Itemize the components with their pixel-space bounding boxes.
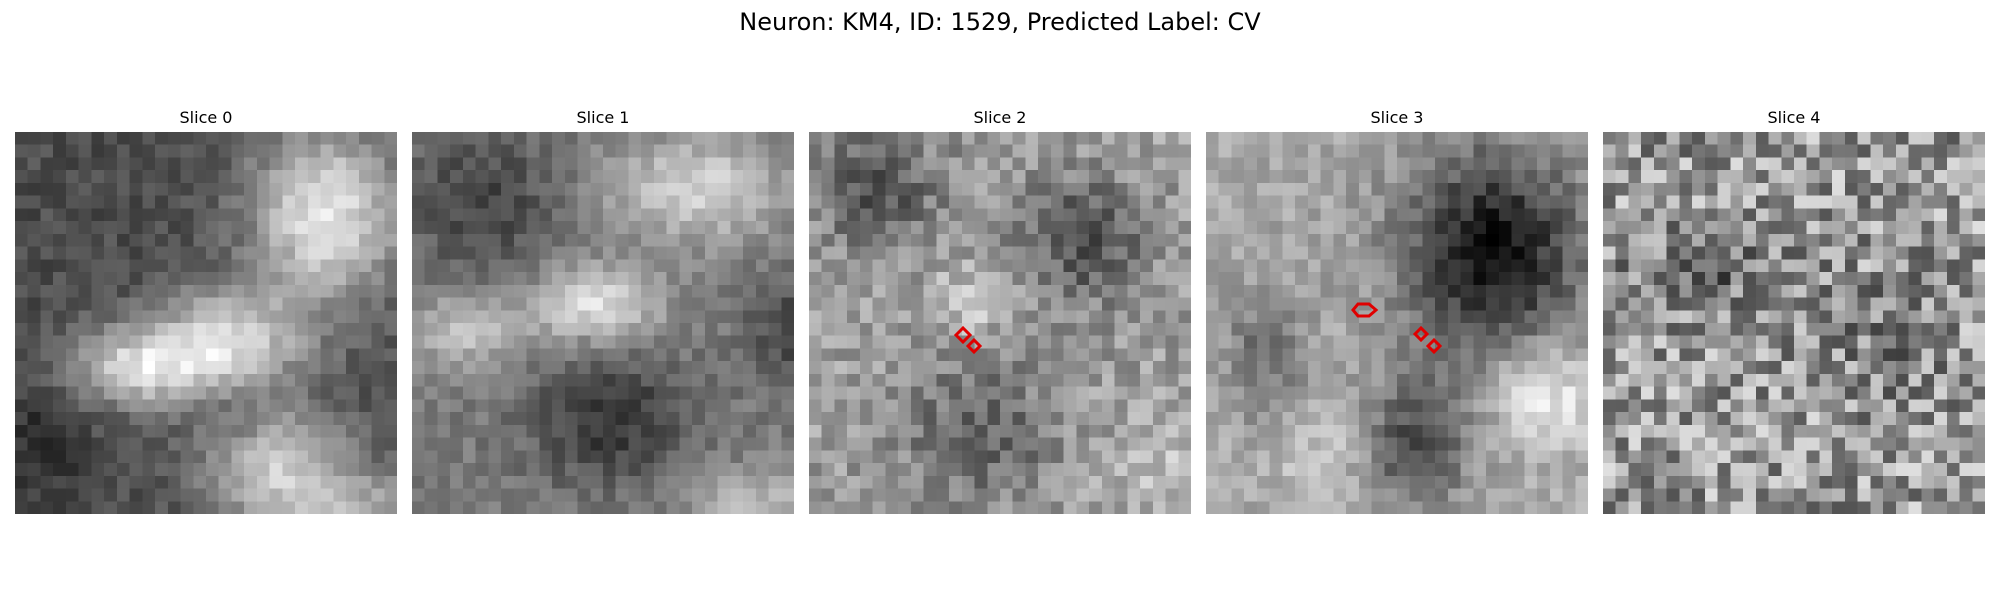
slice-image [1603, 132, 1985, 514]
slice-panel-4: Slice 4 [1603, 108, 1985, 514]
slice-image [412, 132, 794, 514]
slice-image [1206, 132, 1588, 514]
slice-panel-2: Slice 2 [809, 108, 1191, 514]
slice-panel-0: Slice 0 [15, 108, 397, 514]
slice-image-frame [1206, 132, 1588, 514]
slice-image-frame [412, 132, 794, 514]
slice-image-frame [1603, 132, 1985, 514]
slice-title: Slice 3 [1370, 108, 1424, 127]
slice-panel-3: Slice 3 [1206, 108, 1588, 514]
slice-panel-1: Slice 1 [412, 108, 794, 514]
slice-image-frame [809, 132, 1191, 514]
slice-title: Slice 1 [576, 108, 630, 127]
slice-image [809, 132, 1191, 514]
figure-title: Neuron: KM4, ID: 1529, Predicted Label: … [739, 8, 1261, 36]
slice-title: Slice 2 [973, 108, 1027, 127]
slice-title: Slice 4 [1767, 108, 1821, 127]
slice-image-frame [15, 132, 397, 514]
slice-image [15, 132, 397, 514]
slice-title: Slice 0 [179, 108, 233, 127]
